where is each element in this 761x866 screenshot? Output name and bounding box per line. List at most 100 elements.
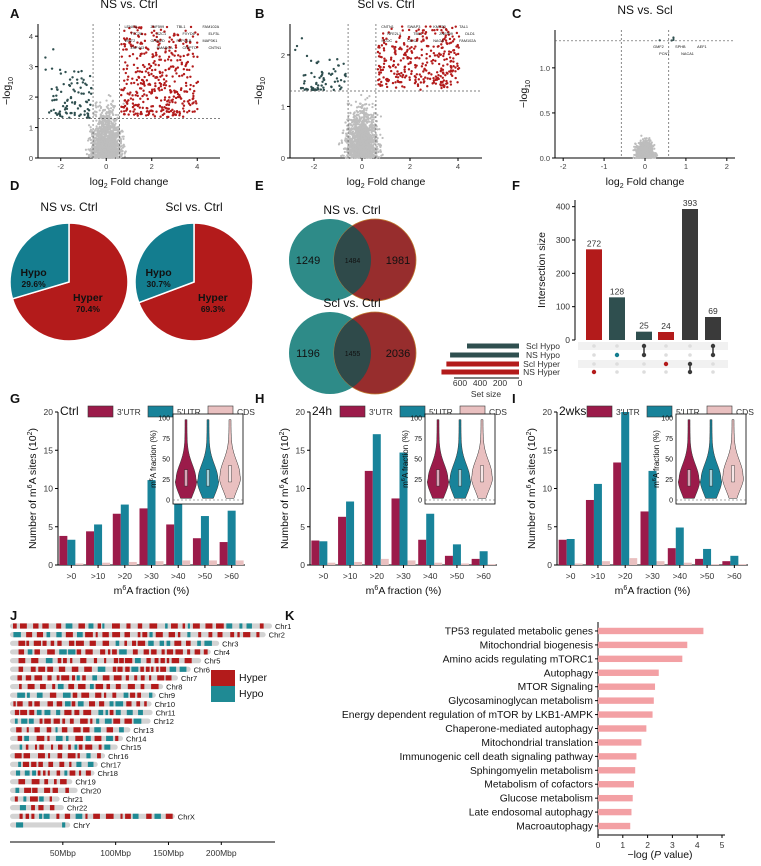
x-tick-label: >20 <box>118 571 133 581</box>
point-hyper <box>172 65 175 68</box>
point-hyper <box>154 51 158 54</box>
point-hyper <box>134 70 138 74</box>
point-ns <box>107 104 110 107</box>
region-hyper <box>18 666 24 672</box>
point-hyper <box>150 69 154 72</box>
point-hyper <box>188 88 192 91</box>
point-ns <box>370 134 373 138</box>
point-hypo <box>670 39 673 42</box>
point-hyper <box>425 44 429 48</box>
point-hyper <box>174 46 178 49</box>
region-hyper <box>36 632 44 638</box>
point-hyper <box>195 102 198 105</box>
inset-boxplot <box>709 469 713 487</box>
point-hyper <box>396 76 400 79</box>
region-hyper <box>33 640 41 646</box>
point-hyper <box>406 45 409 48</box>
point-ns <box>120 148 123 151</box>
point-ns <box>645 137 648 140</box>
point-hyper <box>451 70 454 73</box>
point-hyper <box>138 70 142 73</box>
point-ns <box>87 153 91 156</box>
point-hypo <box>83 113 86 116</box>
point-hyper <box>166 58 170 61</box>
y-tick-label: 10 <box>543 484 553 494</box>
bar-5utr <box>174 493 183 565</box>
point-ns <box>648 141 651 144</box>
point-ns <box>354 126 357 129</box>
point-hypo <box>321 80 324 84</box>
point-hyper <box>174 90 178 93</box>
matrix-dot-filled <box>663 361 669 367</box>
point-ns <box>86 139 90 142</box>
point-hyper <box>444 73 447 77</box>
point-hyper <box>446 82 449 85</box>
point-hyper <box>134 103 138 107</box>
point-hypo <box>54 111 57 115</box>
y-tick-label: 300 <box>556 235 570 245</box>
point-hyper <box>186 76 189 79</box>
point-hyper <box>457 67 461 70</box>
point-ns <box>362 135 365 138</box>
region-hyper <box>18 658 26 664</box>
gene-label: GRIN2D <box>150 39 165 43</box>
point-hypo <box>73 102 77 105</box>
point-ns <box>356 117 359 120</box>
point-hyper <box>136 70 139 73</box>
point-hyper <box>174 113 178 117</box>
point-ns <box>112 129 115 132</box>
point-ns <box>366 152 369 156</box>
point-ns <box>122 137 125 141</box>
point-hyper <box>191 92 195 95</box>
point-hyper <box>192 84 195 88</box>
point-ns <box>89 128 93 131</box>
point-ns <box>88 136 92 140</box>
point-hypo <box>331 72 334 76</box>
inset-y-tick-label: 25 <box>162 477 170 484</box>
point-hyper <box>163 105 166 109</box>
point-hypo <box>76 81 79 85</box>
point-ns <box>121 135 124 138</box>
inset-boxplot <box>228 465 232 483</box>
bar-cds <box>460 563 469 565</box>
point-hyper <box>432 76 435 80</box>
region-hyper <box>100 649 106 655</box>
gene-label: PCNT <box>659 52 670 56</box>
point-ns <box>91 153 94 156</box>
point-hyper <box>128 93 131 96</box>
region-hyper <box>76 649 82 655</box>
point-hyper <box>135 90 138 93</box>
point-hyper <box>136 41 139 44</box>
point-ns <box>359 124 363 127</box>
point-ns <box>370 140 373 143</box>
point-hypo <box>59 90 63 94</box>
point-hyper <box>401 29 404 32</box>
point-hypo <box>81 81 85 84</box>
region-hyper <box>70 658 73 664</box>
point-hypo <box>332 67 335 71</box>
point-ns <box>350 132 353 135</box>
point-hypo <box>89 103 92 106</box>
bar-5utr <box>120 504 129 565</box>
point-ns <box>103 126 106 130</box>
region-hypo <box>204 640 212 646</box>
region-hypo <box>119 649 127 655</box>
inset-boxplot <box>184 469 188 487</box>
x-tick-label: 2 <box>408 162 412 171</box>
point-ns <box>102 156 105 159</box>
point-hyper <box>442 72 445 75</box>
point-hyper <box>189 25 193 29</box>
point-hyper <box>183 100 186 103</box>
y-tick-label: 0.5 <box>540 109 550 118</box>
point-ns <box>370 116 373 119</box>
bar-5utr <box>593 483 602 565</box>
point-ns <box>638 153 641 156</box>
point-ns <box>116 128 119 131</box>
point-hyper <box>385 77 389 81</box>
chart-title: NS vs. Scl <box>617 3 672 17</box>
point-hyper <box>167 107 171 111</box>
gene-label: CNTN1 <box>381 25 394 29</box>
point-ns <box>95 155 98 158</box>
point-ns <box>373 116 376 119</box>
point-hypo <box>68 116 71 119</box>
